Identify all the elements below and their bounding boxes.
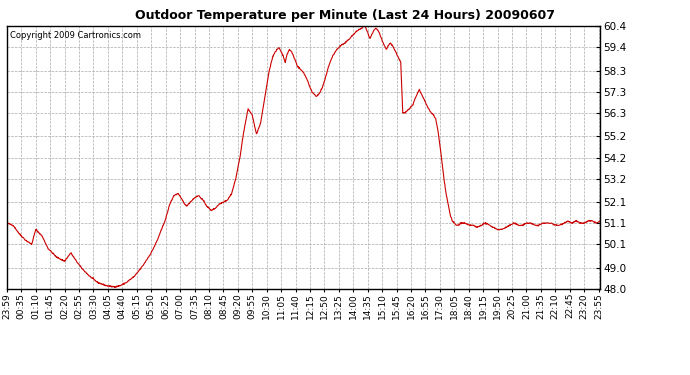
Text: Copyright 2009 Cartronics.com: Copyright 2009 Cartronics.com [10,32,141,40]
Text: Outdoor Temperature per Minute (Last 24 Hours) 20090607: Outdoor Temperature per Minute (Last 24 … [135,9,555,22]
